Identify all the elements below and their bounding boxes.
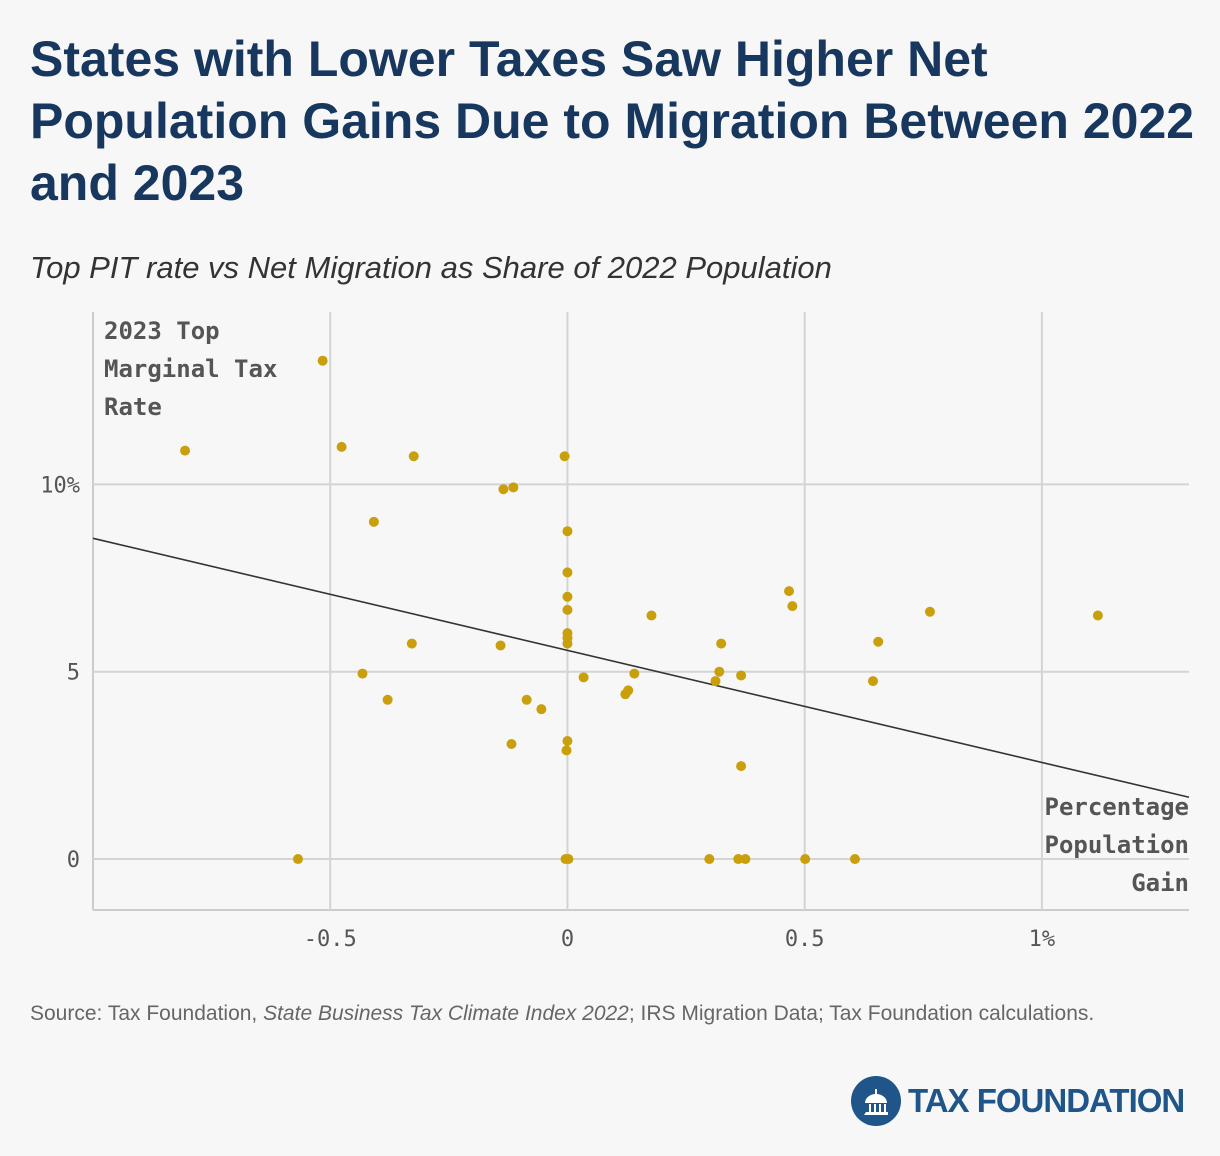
data-point — [536, 704, 547, 715]
data-point — [382, 694, 393, 705]
data-point — [562, 526, 573, 537]
data-point — [180, 445, 191, 456]
x-axis-label: Population — [1045, 831, 1190, 859]
source-text: State Business Tax Climate Index 2022 — [263, 1002, 629, 1025]
data-point — [716, 638, 727, 649]
data-point — [357, 668, 368, 679]
x-tick-label: -0.5 — [304, 927, 357, 952]
x-axis-label: Gain — [1131, 869, 1189, 897]
data-point — [868, 676, 879, 687]
chart-title: States with Lower Taxes Saw Higher Net P… — [30, 31, 1195, 211]
chart-subtitle: Top PIT rate vs Net Migration as Share o… — [30, 250, 832, 285]
data-point — [506, 739, 517, 750]
y-tick-label: 0 — [67, 848, 80, 873]
data-point — [787, 601, 798, 612]
x-axis-label: Percentage — [1045, 793, 1190, 821]
data-point — [498, 484, 509, 495]
data-point — [924, 606, 935, 617]
data-point — [736, 761, 747, 772]
data-point — [562, 736, 573, 747]
data-point — [521, 694, 532, 705]
logo: TAX FOUNDATION — [850, 1075, 1185, 1127]
data-point — [873, 636, 884, 647]
data-point — [620, 689, 631, 700]
data-point — [736, 670, 747, 681]
y-axis-label: Rate — [104, 393, 162, 421]
data-point — [562, 567, 573, 578]
data-point — [495, 640, 506, 651]
source-text: ; IRS Migration Data; Tax Foundation cal… — [628, 1002, 1095, 1025]
data-point — [406, 638, 417, 649]
x-tick-label: 0.5 — [785, 927, 825, 952]
data-point — [562, 604, 573, 615]
y-axis-label: 2023 Top — [104, 317, 220, 345]
y-tick-label: 10% — [40, 473, 80, 498]
data-point — [704, 854, 715, 865]
y-tick-label: 5 — [67, 661, 80, 686]
source-text: Source: Tax Foundation, — [30, 1002, 264, 1025]
data-point — [714, 666, 725, 677]
data-point — [562, 638, 573, 649]
data-point — [408, 451, 419, 462]
data-point — [508, 482, 519, 493]
data-point — [1092, 610, 1103, 621]
trend-line — [92, 537, 1190, 798]
data-point — [578, 672, 589, 683]
data-point — [800, 854, 811, 865]
data-point — [292, 854, 303, 865]
x-tick-label: 0 — [561, 927, 574, 952]
data-point — [849, 854, 860, 865]
data-point — [629, 668, 640, 679]
data-point — [740, 854, 751, 865]
data-point — [336, 441, 347, 452]
y-axis-label: Marginal Tax — [104, 355, 277, 383]
data-point — [646, 610, 657, 621]
data-point — [563, 854, 574, 865]
data-point — [733, 854, 744, 865]
data-point — [559, 451, 570, 462]
data-point — [368, 516, 379, 527]
data-point — [561, 745, 572, 756]
brand-name: TAX FOUNDATION — [908, 1082, 1185, 1119]
logo-icon — [851, 1076, 901, 1126]
data-point — [710, 676, 721, 687]
data-point — [317, 355, 328, 366]
data-point — [562, 591, 573, 602]
x-tick-label: 1% — [1029, 927, 1056, 952]
source-note: Source: Tax Foundation, State Business T… — [30, 1000, 1110, 1028]
data-point — [784, 586, 795, 597]
